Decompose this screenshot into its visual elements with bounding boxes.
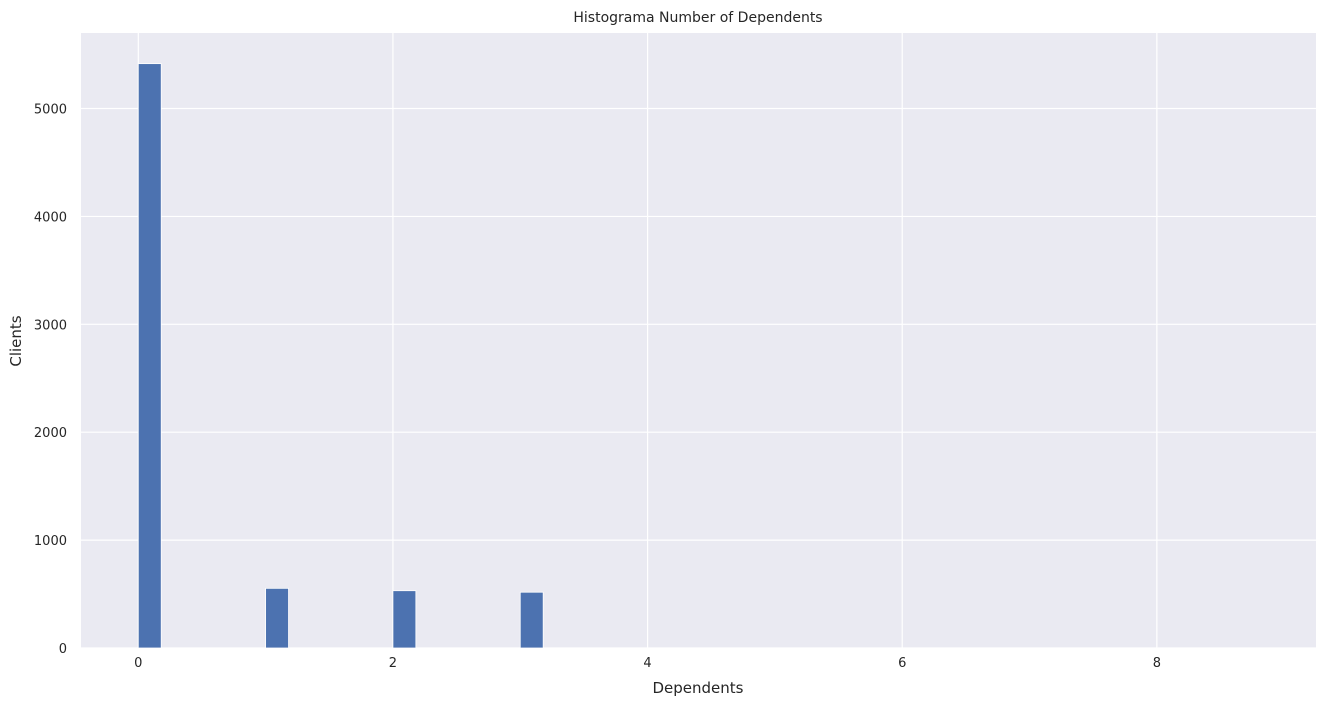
histogram-bar — [137, 63, 162, 649]
x-tick-label: 0 — [134, 656, 142, 671]
bars — [137, 63, 544, 649]
x-axis-label: Dependents — [653, 679, 744, 697]
chart-title: Histograma Number of Dependents — [573, 10, 822, 26]
y-tick-label: 1000 — [34, 534, 67, 549]
x-tick-label: 4 — [643, 656, 651, 671]
histogram-bar — [519, 591, 544, 649]
x-tick-label: 2 — [389, 656, 397, 671]
x-tick-label: 6 — [898, 656, 906, 671]
y-tick-label: 4000 — [34, 210, 67, 225]
x-tick-labels: 0 2 4 6 8 — [134, 656, 1161, 671]
y-axis-label: Clients — [7, 315, 25, 366]
y-tick-label: 5000 — [34, 103, 67, 118]
plot-area — [81, 33, 1316, 648]
histogram-bar — [392, 590, 417, 649]
y-tick-label: 0 — [59, 642, 67, 657]
y-tick-labels: 0 1000 2000 3000 4000 5000 — [34, 103, 67, 657]
y-tick-label: 2000 — [34, 426, 67, 441]
x-tick-label: 8 — [1153, 656, 1161, 671]
histogram-bar — [265, 587, 289, 649]
y-tick-label: 3000 — [34, 318, 67, 333]
